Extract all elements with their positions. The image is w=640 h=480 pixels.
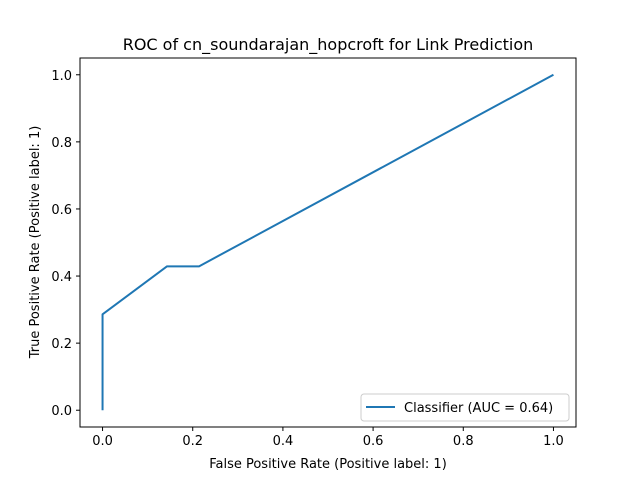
x-axis-label: False Positive Rate (Positive label: 1) bbox=[209, 457, 447, 472]
chart-title: ROC of cn_soundarajan_hopcroft for Link … bbox=[123, 35, 534, 55]
legend: Classifier (AUC = 0.64) bbox=[360, 393, 570, 422]
y-axis-ticks: 0.0 0.2 0.4 0.6 0.8 1.0 bbox=[51, 69, 80, 419]
y-tick-label: 0.0 bbox=[51, 404, 72, 419]
x-tick-label: 0.6 bbox=[363, 434, 384, 449]
plot-area-frame bbox=[79, 57, 577, 428]
y-tick-label: 0.6 bbox=[51, 203, 72, 218]
y-tick-label: 0.2 bbox=[51, 337, 72, 352]
legend-entry-label: Classifier (AUC = 0.64) bbox=[404, 401, 553, 416]
y-tick-label: 0.8 bbox=[51, 136, 72, 151]
y-axis-label: True Positive Rate (Positive label: 1) bbox=[28, 126, 43, 360]
x-tick-label: 0.0 bbox=[92, 434, 113, 449]
x-axis-ticks: 0.0 0.2 0.4 0.6 0.8 1.0 bbox=[92, 427, 564, 449]
x-tick-label: 0.2 bbox=[182, 434, 203, 449]
legend-box bbox=[360, 393, 570, 422]
y-tick-label: 0.4 bbox=[51, 270, 72, 285]
x-tick-label: 1.0 bbox=[543, 434, 564, 449]
x-tick-label: 0.8 bbox=[453, 434, 474, 449]
x-tick-label: 0.4 bbox=[273, 434, 294, 449]
y-tick-label: 1.0 bbox=[51, 69, 72, 84]
roc-curve-line bbox=[101, 73, 554, 411]
